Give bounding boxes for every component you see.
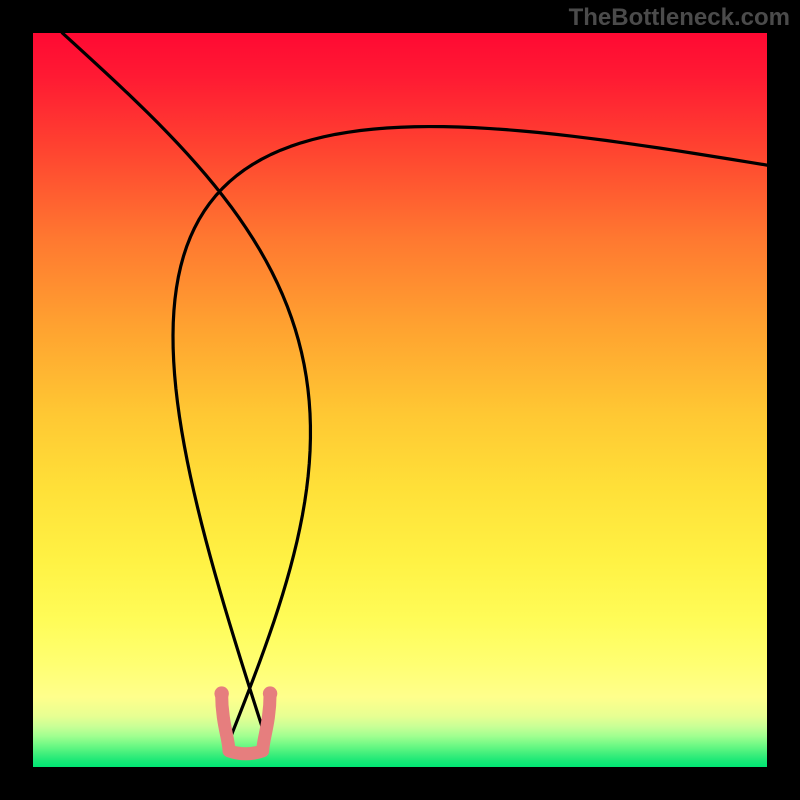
chart-svg [33,33,767,767]
gradient-background [33,33,767,767]
bottom-u-end-dot-right [263,686,277,700]
bottom-u-end-dot-left [214,686,228,700]
watermark-text: TheBottleneck.com [569,4,790,32]
chart-container: TheBottleneck.com [0,0,800,800]
plot-area [33,33,767,767]
